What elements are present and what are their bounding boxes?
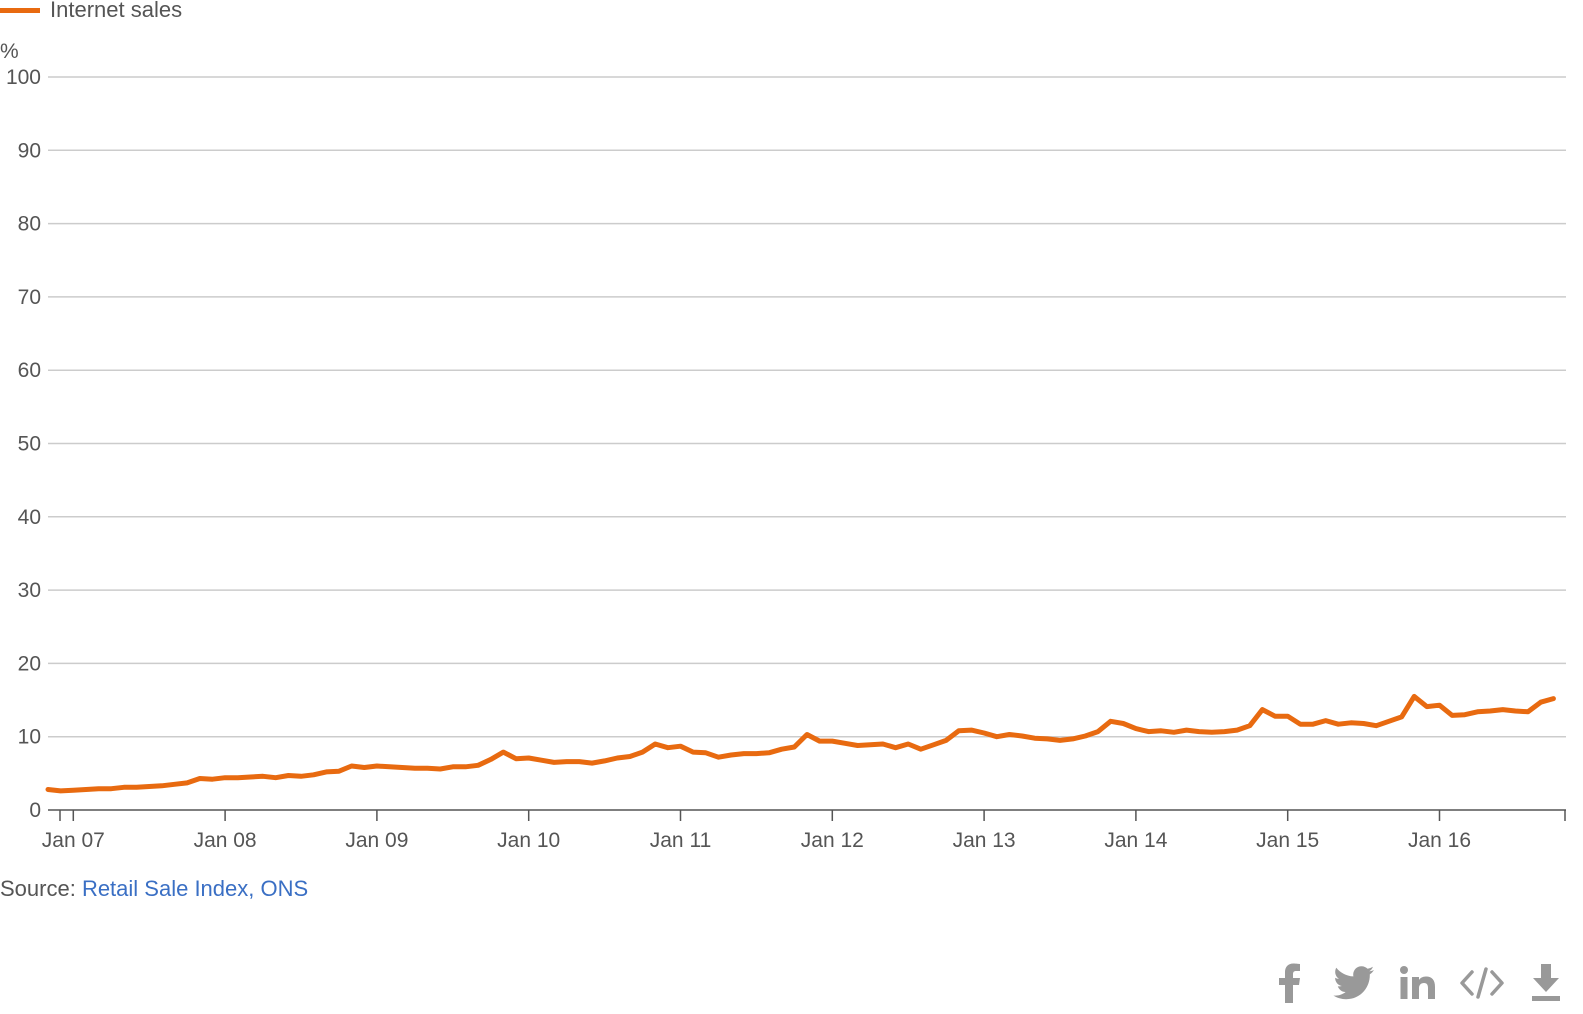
source-line: Source: Retail Sale Index, ONS	[0, 876, 308, 902]
y-tick-label: 100	[6, 66, 41, 89]
x-tick-label: Jan 13	[953, 829, 1016, 852]
y-tick-label: 40	[18, 506, 41, 529]
source-link[interactable]: Retail Sale Index, ONS	[81, 876, 309, 901]
y-tick-label: 20	[18, 652, 41, 675]
legend-swatch	[0, 7, 40, 13]
legend-label: Internet sales	[50, 0, 183, 22]
x-tick-label: Jan 12	[801, 829, 864, 852]
series-layer	[45, 693, 1556, 794]
series-line-internet-sales	[45, 693, 1556, 794]
share-bar	[1267, 960, 1569, 1006]
x-axis: Jan 07 Jan 08 Jan 09 Jan 10 Jan 11 Jan 12 Jan …	[42, 809, 1566, 852]
x-tick-label: Jan 15	[1256, 829, 1319, 852]
embed-button[interactable]	[1459, 960, 1505, 1006]
x-tick-label: Jan 16	[1408, 829, 1471, 852]
source-prefix: Source:	[0, 876, 82, 901]
twitter-button[interactable]	[1331, 960, 1377, 1006]
facebook-icon	[1279, 963, 1300, 1003]
embed-icon	[1460, 967, 1504, 999]
y-axis-ticks: 0 10 20 30 40 50 60 70 80 90 100	[6, 66, 41, 822]
y-tick-label: 10	[18, 726, 41, 749]
download-button[interactable]	[1523, 960, 1569, 1006]
linkedin-icon	[1400, 966, 1435, 999]
y-tick-label: 30	[18, 579, 41, 602]
download-icon	[1532, 964, 1560, 1001]
y-tick-label: 0	[29, 799, 41, 822]
facebook-button[interactable]	[1267, 960, 1313, 1006]
x-tick-label: Jan 07	[42, 829, 105, 852]
linkedin-button[interactable]	[1395, 960, 1441, 1006]
legend: Internet sales	[0, 0, 183, 22]
gridlines	[48, 76, 1566, 738]
y-tick-label: 60	[18, 359, 41, 382]
y-axis-label: %	[0, 40, 19, 63]
twitter-icon	[1333, 966, 1374, 1000]
y-tick-label: 50	[18, 433, 41, 456]
y-tick-label: 80	[18, 213, 41, 236]
x-tick-label: Jan 11	[650, 829, 712, 852]
x-tick-label: Jan 10	[497, 829, 560, 852]
x-tick-label: Jan 08	[194, 829, 257, 852]
y-tick-label: 70	[18, 286, 41, 309]
x-tick-label: Jan 09	[345, 829, 408, 852]
y-tick-label: 90	[18, 139, 41, 162]
x-tick-label: Jan 14	[1104, 829, 1167, 852]
